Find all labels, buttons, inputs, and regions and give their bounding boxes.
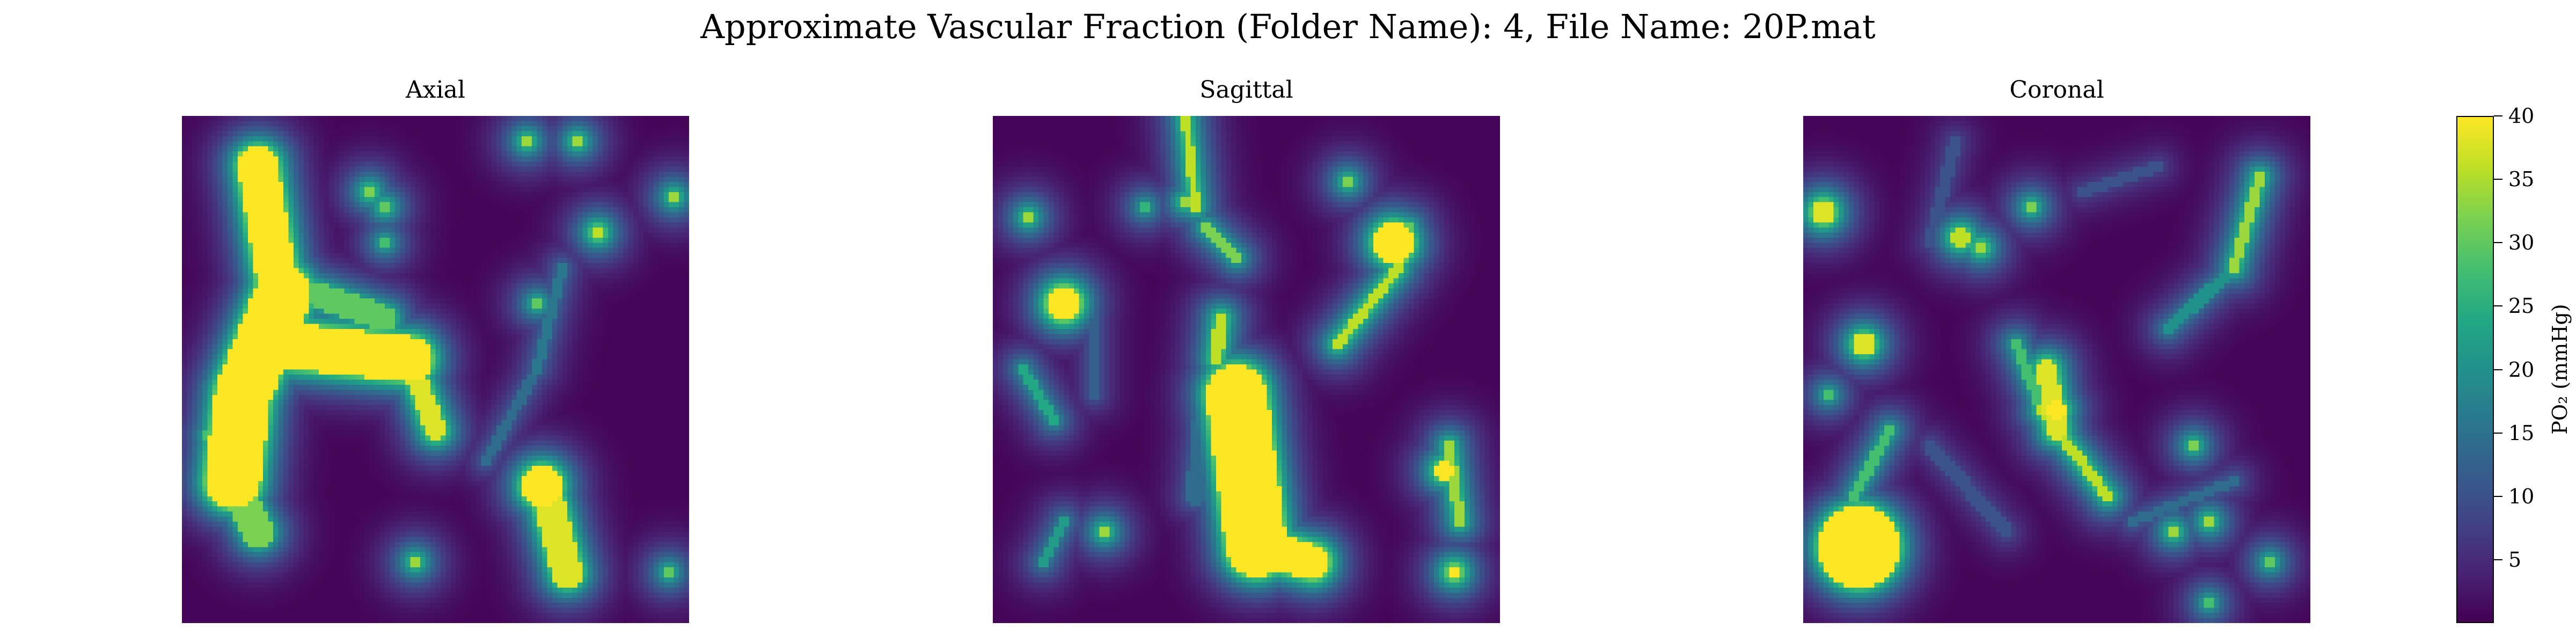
panel-title-axial: Axial: [406, 76, 465, 104]
colorbar-tick: [2494, 432, 2502, 434]
colorbar-tick: [2494, 115, 2502, 116]
colorbar-tick-label: 20: [2508, 357, 2535, 382]
colorbar-tick: [2494, 369, 2502, 370]
figure-title: Approximate Vascular Fraction (Folder Na…: [700, 7, 1876, 46]
heatmap-coronal-canvas: [1803, 116, 2310, 623]
heatmap-axial: [182, 116, 689, 623]
heatmap-coronal: [1803, 116, 2310, 623]
colorbar-tick-label: 30: [2508, 231, 2535, 255]
colorbar-tick-label: 10: [2508, 484, 2535, 508]
colorbar-gradient: [2457, 117, 2493, 622]
heatmap-sagittal-canvas: [993, 116, 1500, 623]
colorbar-tick-label: 5: [2508, 547, 2522, 572]
colorbar-tick: [2494, 305, 2502, 307]
heatmap-sagittal: [993, 116, 1500, 623]
colorbar-tick: [2494, 179, 2502, 180]
colorbar-tick: [2494, 559, 2502, 560]
colorbar-label: PO₂ (mmHg): [2548, 304, 2572, 435]
panel-title-coronal: Coronal: [2009, 76, 2104, 104]
colorbar: [2456, 116, 2494, 623]
colorbar-tick-label: 15: [2508, 421, 2535, 445]
colorbar-tick: [2494, 495, 2502, 497]
panel-title-sagittal: Sagittal: [1199, 76, 1293, 104]
colorbar-tick-label: 40: [2508, 104, 2535, 128]
heatmap-axial-canvas: [182, 116, 689, 623]
colorbar-tick-label: 35: [2508, 167, 2535, 192]
colorbar-tick: [2494, 242, 2502, 244]
colorbar-tick-label: 25: [2508, 294, 2535, 318]
